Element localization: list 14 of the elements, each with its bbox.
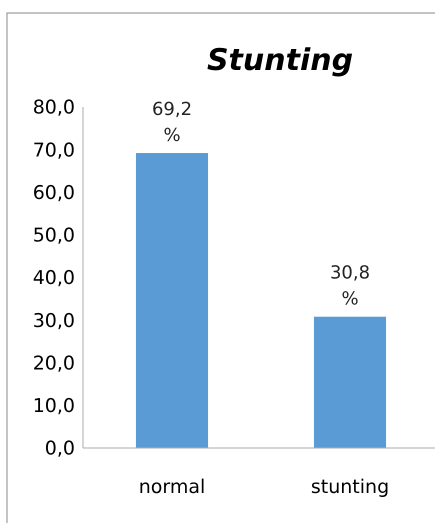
y-tick-label: 80,0 <box>32 96 75 119</box>
y-tick-label: 40,0 <box>32 267 75 290</box>
y-tick-label: 0,0 <box>44 438 75 460</box>
y-tick-label: 20,0 <box>32 352 75 374</box>
y-tick-label: 50,0 <box>32 224 75 247</box>
y-tick-label: 10,0 <box>32 395 75 418</box>
chart-title: Stunting <box>206 43 354 78</box>
y-tick-label: 60,0 <box>32 182 75 204</box>
y-tick-label: 30,0 <box>32 310 75 332</box>
data-label: 69,2 % <box>152 99 192 146</box>
y-tick-label: 70,0 <box>32 139 75 162</box>
x-tick-label: normal <box>138 476 206 498</box>
data-label: 30,8 % <box>330 262 370 310</box>
x-tick-label: stunting <box>310 476 390 498</box>
